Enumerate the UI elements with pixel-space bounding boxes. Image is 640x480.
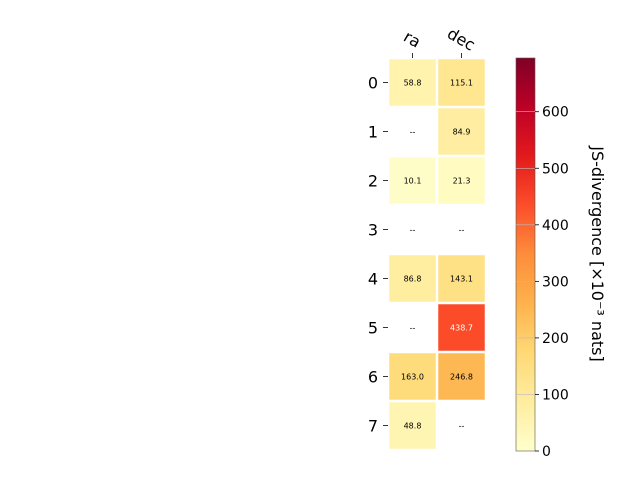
cell-label: 143.1 [450, 275, 473, 284]
colorbar-tick-label: 600 [542, 105, 569, 121]
cell-label: -- [410, 128, 416, 137]
cell-label: 438.7 [450, 324, 473, 333]
cell-label: 86.8 [404, 275, 422, 284]
heatmap-cell [389, 402, 436, 449]
colorbar-ticks: 0 100 200 300 400 500 600 [516, 105, 569, 460]
cell-label: -- [459, 226, 465, 235]
cell-label: -- [410, 324, 416, 333]
colorbar-tick-label: 100 [542, 387, 569, 403]
column-labels: ra dec [400, 24, 478, 58]
cell-label: -- [459, 422, 465, 431]
row-label: 0 [368, 74, 378, 93]
colorbar-tick-label: 500 [542, 161, 569, 177]
heatmap-cell [438, 108, 485, 155]
cell-label: 10.1 [404, 177, 422, 186]
colorbar-tick-label: 400 [542, 218, 569, 234]
cell-label: 58.8 [404, 79, 422, 88]
column-label: ra [400, 27, 424, 52]
colorbar-tick-label: 0 [542, 444, 551, 460]
heatmap-cell [438, 304, 485, 351]
colorbar-gradient [515, 57, 536, 452]
row-label: 7 [368, 417, 378, 436]
heatmap-cell [389, 255, 436, 302]
cell-label: 115.1 [450, 79, 473, 88]
row-labels: 0 1 2 3 4 5 6 7 [368, 74, 388, 436]
heatmap-cell [438, 353, 485, 400]
row-label: 4 [368, 270, 378, 289]
colorbar-tick-label: 300 [542, 274, 569, 290]
heatmap-cell [389, 157, 436, 204]
row-label: 6 [368, 368, 378, 387]
colorbar: 0 100 200 300 400 500 600 JS-divergence [×10⁻³… [515, 57, 607, 460]
heatmap-cell [438, 59, 485, 106]
cell-label: 48.8 [404, 422, 422, 431]
heatmap-cell [389, 59, 436, 106]
cell-label: 84.9 [453, 128, 471, 137]
heatmap-cells: 58.8 115.1 -- 84.9 10.1 21.3 -- -- 86.8 143.1 -- 43… [389, 59, 485, 449]
row-label: 5 [368, 319, 378, 338]
row-label: 2 [368, 172, 378, 191]
heatmap-cell [438, 157, 485, 204]
row-label: 1 [368, 123, 378, 142]
colorbar-label: JS-divergence [×10⁻³ nats] [588, 145, 607, 361]
row-label: 3 [368, 221, 378, 240]
cell-label: 246.8 [450, 373, 473, 382]
cell-label: -- [410, 226, 416, 235]
heatmap-cell [438, 255, 485, 302]
heatmap-cell [389, 353, 436, 400]
cell-label: 163.0 [401, 373, 424, 382]
colorbar-tick-label: 200 [542, 331, 569, 347]
cell-label: 21.3 [453, 177, 471, 186]
column-label: dec [444, 24, 478, 55]
